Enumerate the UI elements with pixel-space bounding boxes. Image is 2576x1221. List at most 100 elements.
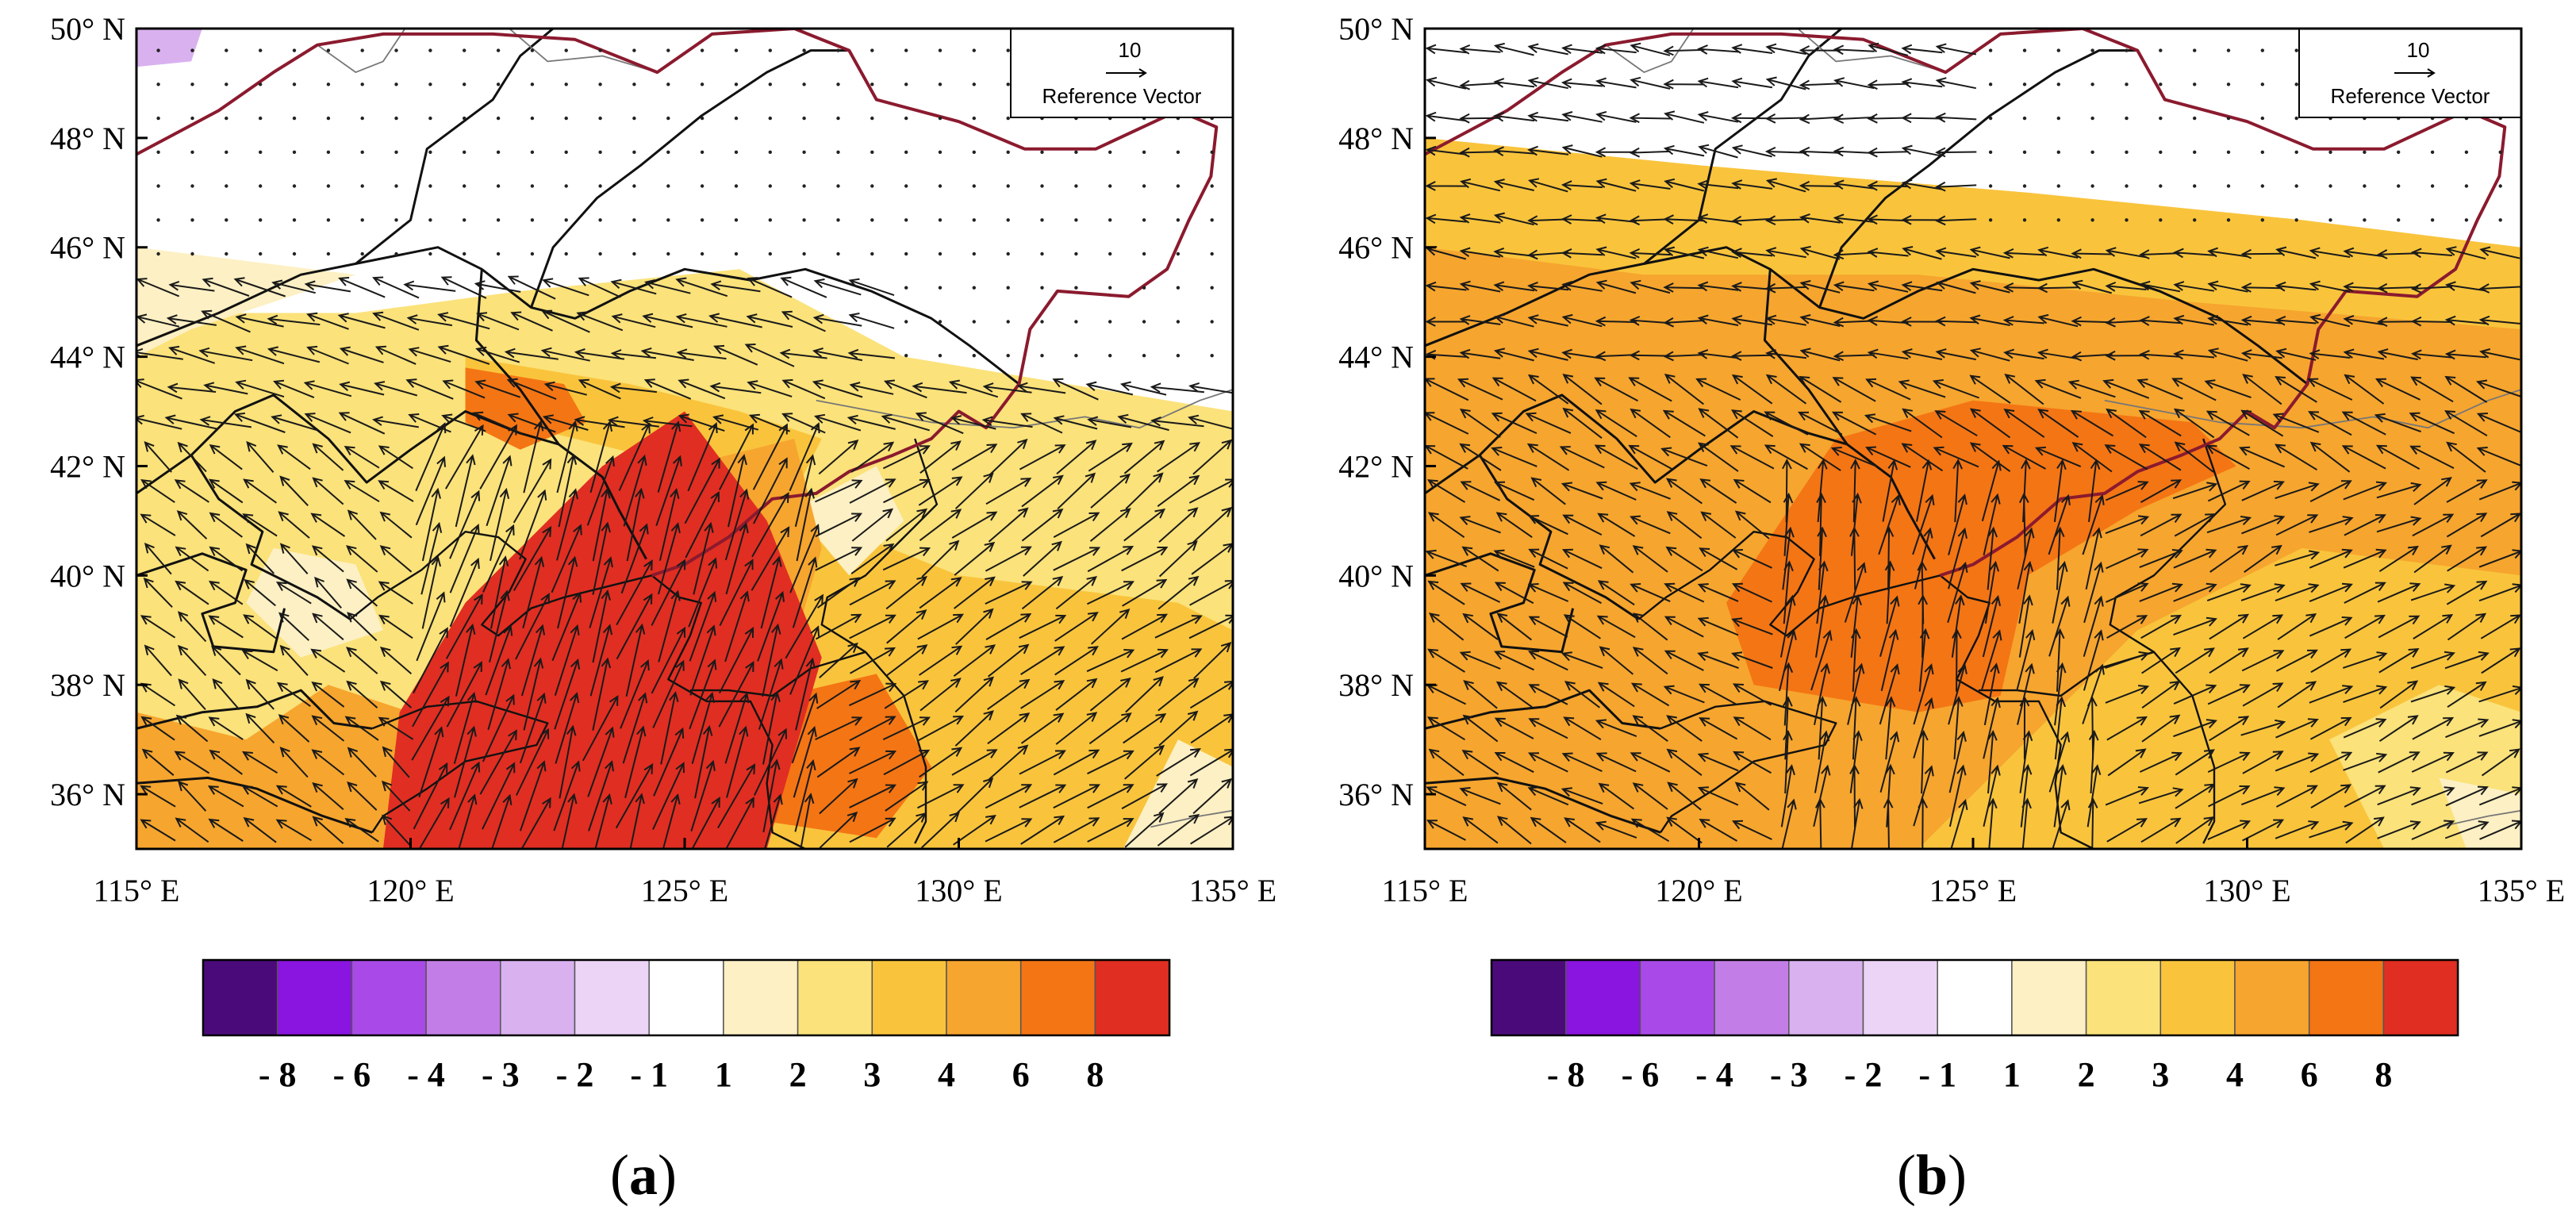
lon-tick-label: 130° E	[2203, 873, 2290, 908]
wind-vector	[1211, 354, 1214, 357]
wind-vector	[428, 48, 432, 52]
wind-vector	[2159, 184, 2162, 187]
wind-vector	[632, 151, 635, 154]
wind-vector	[735, 184, 738, 187]
wind-vector	[598, 117, 601, 120]
wind-vector	[632, 184, 635, 187]
wind-vector	[190, 83, 194, 86]
caption-open: (	[1897, 1143, 1916, 1207]
wind-vector	[973, 184, 976, 187]
wind-vector	[870, 252, 873, 255]
wind-vector	[1040, 320, 1043, 323]
wind-vector	[939, 184, 942, 187]
wind-vector	[2295, 184, 2298, 187]
colorbar-swatch	[2383, 960, 2458, 1035]
wind-vector	[156, 184, 159, 187]
wind-vector	[463, 48, 466, 52]
colorbar-swatch	[946, 960, 1021, 1035]
colorbar-level-label: 4	[938, 1055, 955, 1094]
wind-vector	[497, 252, 500, 255]
wind-vector	[2023, 83, 2026, 86]
lon-tick-label: 135° E	[2478, 873, 2565, 908]
wind-vector	[2159, 117, 2162, 120]
wind-vector	[939, 320, 942, 323]
wind-vector	[1211, 252, 1214, 255]
wind-vector	[973, 48, 976, 52]
wind-vector	[2397, 184, 2400, 187]
wind-vector	[1211, 320, 1214, 323]
wind-vector	[666, 151, 670, 154]
colorbar-level-label: - 3	[482, 1055, 520, 1094]
wind-vector	[2227, 184, 2230, 187]
lat-tick-label: 40° N	[1338, 558, 1414, 593]
wind-vector	[1142, 354, 1146, 357]
colorbar-swatch	[1491, 960, 1566, 1035]
wind-vector	[2125, 151, 2128, 154]
panel-b: 10 Reference Vector 115° E 120° E 125° E 130°…	[1288, 0, 2576, 1221]
colorbar-swatch	[724, 960, 798, 1035]
wind-vector	[1211, 218, 1214, 221]
wind-vector	[156, 48, 159, 52]
wind-vector	[2159, 218, 2162, 221]
wind-vector	[156, 83, 159, 86]
wind-vector	[327, 48, 330, 52]
colorbar-level-label: 2	[2078, 1055, 2095, 1094]
wind-vector	[1040, 218, 1043, 221]
colorbar-level-label: 6	[2301, 1055, 2318, 1094]
colorbar-level-label: - 8	[1547, 1055, 1585, 1094]
wind-vector	[259, 48, 262, 52]
wind-vector	[632, 218, 635, 221]
wind-vector	[904, 286, 908, 290]
wind-vector	[1177, 286, 1180, 290]
wind-vector	[904, 83, 908, 86]
wind-vector	[870, 83, 873, 86]
wind-vector	[2295, 83, 2298, 86]
wind-vector	[973, 218, 976, 221]
wind-vector	[259, 117, 262, 120]
wind-vector	[361, 218, 364, 221]
wind-vector	[1108, 252, 1111, 255]
wind-vector	[463, 252, 466, 255]
wind-vector	[497, 184, 500, 187]
map-figure-b: 10Reference Vector115° E 120° E 125° E 130°…	[1288, 0, 2576, 1221]
wind-vector	[2465, 184, 2468, 187]
lat-tick-label: 44° N	[1338, 340, 1414, 375]
wind-vector	[2057, 48, 2060, 52]
wind-vector	[1142, 286, 1146, 290]
wind-vector	[259, 83, 262, 86]
wind-vector	[293, 252, 296, 255]
wind-vector	[598, 184, 601, 187]
wind-vector	[904, 151, 908, 154]
lat-tick-label: 42° N	[1338, 448, 1414, 484]
colorbar-level-label: 1	[2003, 1055, 2021, 1094]
colorbar-level-label: 6	[1012, 1055, 1030, 1094]
lat-tick-label: 38° N	[1338, 667, 1414, 703]
wind-vector	[2499, 151, 2502, 154]
wind-vector	[598, 48, 601, 52]
wind-vector	[2227, 117, 2230, 120]
colorbar-level-label: 3	[863, 1055, 881, 1094]
colorbar-swatch	[872, 960, 946, 1035]
wind-vector	[225, 252, 228, 255]
wind-vector	[904, 320, 908, 323]
wind-vector	[769, 83, 772, 86]
wind-vector	[1177, 252, 1180, 255]
wind-vector	[735, 218, 738, 221]
wind-vector	[2193, 151, 2196, 154]
wind-vector	[632, 252, 635, 255]
reference-vector-label: Reference Vector	[1042, 84, 1202, 108]
colorbar-level-label: - 4	[1695, 1055, 1733, 1094]
wind-vector	[1211, 151, 1214, 154]
lat-tick-label: 50° N	[1338, 11, 1414, 47]
wind-vector	[2499, 218, 2502, 221]
wind-vector	[2193, 117, 2196, 120]
lat-tick-label: 46° N	[1338, 230, 1414, 266]
wind-vector	[2328, 218, 2332, 221]
wind-vector	[565, 117, 568, 120]
wind-vector	[2023, 184, 2026, 187]
wind-vector	[735, 151, 738, 154]
wind-vector	[327, 117, 330, 120]
wind-vector	[1989, 151, 1992, 154]
wind-vector	[939, 286, 942, 290]
wind-vector	[428, 83, 432, 86]
